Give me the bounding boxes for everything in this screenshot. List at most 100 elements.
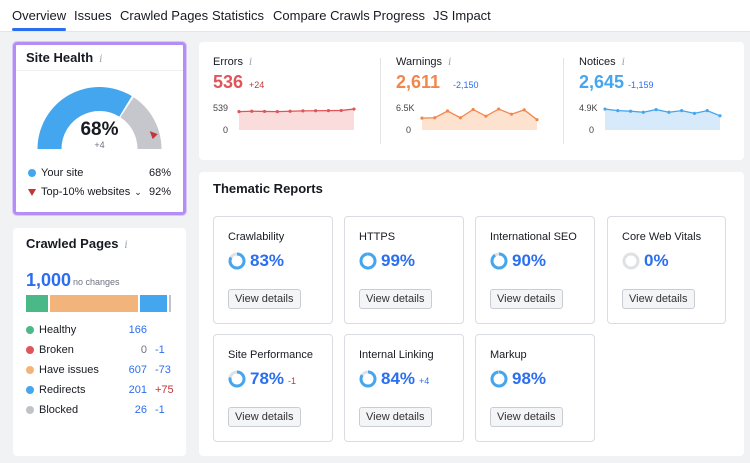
row-value[interactable]: 0 bbox=[140, 344, 147, 356]
report-score[interactable]: 83% bbox=[250, 251, 285, 270]
crawled-row-broken[interactable]: Broken 0 -1 bbox=[26, 344, 176, 356]
tab-statistics[interactable]: Statistics bbox=[212, 8, 265, 23]
notices-value[interactable]: 2,645 bbox=[579, 72, 625, 92]
report-score[interactable]: 84% +4 bbox=[381, 369, 430, 388]
sparkline-point[interactable] bbox=[301, 109, 305, 113]
thematic-report-core-web-vitals: Core Web Vitals 0% View details bbox=[607, 216, 726, 324]
sparkline-point[interactable] bbox=[445, 109, 450, 113]
view-details-button[interactable]: View details bbox=[622, 289, 695, 309]
sparkline-point[interactable] bbox=[497, 107, 501, 111]
sparkline-point[interactable] bbox=[705, 109, 709, 113]
sparkline-point[interactable] bbox=[339, 108, 343, 113]
sparkline-point[interactable] bbox=[603, 107, 607, 111]
report-score[interactable]: 90% bbox=[512, 251, 547, 270]
info-icon[interactable]: i bbox=[99, 54, 103, 65]
stack-segment[interactable] bbox=[50, 295, 140, 312]
progress-ring-icon bbox=[228, 252, 246, 270]
legend-top10[interactable]: Top-10% websites ⌄ 92% bbox=[28, 186, 171, 198]
sparkline-point[interactable] bbox=[616, 109, 620, 113]
gauge-remaining-arc bbox=[120, 97, 162, 149]
errors-value[interactable]: 536 bbox=[213, 72, 244, 92]
stack-segment[interactable] bbox=[26, 295, 51, 312]
thematic-report-internal-linking: Internal Linking 84% +4 View details bbox=[344, 334, 464, 442]
tab-crawled-pages[interactable]: Crawled Pages bbox=[120, 8, 209, 23]
sparkline-point[interactable] bbox=[680, 109, 684, 113]
sparkline-point[interactable] bbox=[433, 116, 437, 120]
info-icon[interactable]: i bbox=[448, 57, 452, 68]
status-dot bbox=[26, 366, 34, 374]
sparkline-point[interactable] bbox=[692, 111, 697, 115]
report-score[interactable]: 78% -1 bbox=[250, 369, 297, 388]
report-label: Markup bbox=[490, 349, 527, 361]
sparkline-point[interactable] bbox=[522, 108, 526, 112]
view-details-button[interactable]: View details bbox=[490, 289, 563, 309]
top10-marker-icon bbox=[149, 131, 158, 140]
sparkline-min-label: 0 bbox=[223, 125, 228, 135]
sparkline-point[interactable] bbox=[654, 107, 658, 112]
status-dot bbox=[26, 346, 34, 354]
sparkline-point[interactable] bbox=[718, 114, 722, 118]
crawled-pages-count[interactable]: 1,000 bbox=[26, 270, 72, 290]
tab-issues[interactable]: Issues bbox=[74, 8, 112, 23]
sparkline-point[interactable] bbox=[237, 110, 241, 114]
sparkline-point[interactable] bbox=[458, 116, 462, 120]
crawled-row-blocked[interactable]: Blocked 26 -1 bbox=[26, 404, 176, 416]
view-details-button[interactable]: View details bbox=[228, 407, 301, 427]
report-score[interactable]: 0% bbox=[644, 251, 669, 270]
crawled-row-healthy[interactable]: Healthy 166 bbox=[26, 324, 176, 336]
site-health-title: Site Health i bbox=[26, 50, 103, 65]
view-details-button[interactable]: View details bbox=[490, 407, 563, 427]
row-label: Redirects bbox=[39, 384, 86, 396]
sparkline-point[interactable] bbox=[314, 109, 318, 113]
info-icon[interactable]: i bbox=[124, 240, 128, 251]
sparkline-point[interactable] bbox=[352, 107, 356, 111]
crawled-row-have-issues[interactable]: Have issues 607 -73 bbox=[26, 364, 176, 376]
sparkline-point[interactable] bbox=[667, 110, 671, 114]
sparkline-max-label: 539 bbox=[213, 103, 228, 113]
view-details-button[interactable]: View details bbox=[228, 289, 301, 309]
sparkline-max-label: 4.9K bbox=[579, 103, 598, 113]
report-score[interactable]: 98% bbox=[512, 369, 547, 388]
sparkline-point[interactable] bbox=[641, 110, 645, 114]
row-value[interactable]: 26 bbox=[134, 404, 147, 416]
tab-compare-crawls[interactable]: Compare Crawls bbox=[273, 8, 370, 23]
sparkline-point[interactable] bbox=[535, 118, 539, 122]
tab-js-impact[interactable]: JS Impact bbox=[433, 8, 491, 23]
row-change: -1 bbox=[155, 404, 165, 416]
row-value[interactable]: 166 bbox=[128, 324, 147, 336]
sparkline-point[interactable] bbox=[420, 116, 424, 120]
info-icon[interactable]: i bbox=[621, 57, 625, 68]
stack-segment[interactable] bbox=[169, 295, 173, 312]
progress-ring-icon bbox=[622, 252, 640, 270]
tab-overview[interactable]: Overview bbox=[12, 8, 67, 31]
report-label: Internal Linking bbox=[359, 349, 434, 361]
errors-sparkline: 539 0 bbox=[213, 103, 356, 135]
sparkline-point[interactable] bbox=[484, 114, 488, 118]
view-details-button[interactable]: View details bbox=[359, 289, 432, 309]
crawled-row-redirects[interactable]: Redirects 201 +75 bbox=[26, 384, 176, 396]
sparkline-point[interactable] bbox=[471, 107, 475, 112]
row-value[interactable]: 201 bbox=[128, 384, 147, 396]
sparkline-point[interactable] bbox=[275, 110, 279, 114]
tab-progress[interactable]: Progress bbox=[373, 8, 426, 23]
row-value[interactable]: 607 bbox=[128, 364, 147, 376]
site-health-percent: 68% bbox=[80, 119, 119, 140]
sparkline-point[interactable] bbox=[628, 109, 633, 113]
info-icon[interactable]: i bbox=[248, 57, 253, 68]
sparkline-point[interactable] bbox=[250, 109, 254, 113]
view-details-button[interactable]: View details bbox=[359, 407, 432, 427]
stack-segment[interactable] bbox=[139, 295, 170, 312]
sparkline-point[interactable] bbox=[509, 112, 514, 116]
sparkline-area bbox=[239, 109, 354, 130]
notices-label: Notices i bbox=[579, 56, 625, 68]
sparkline-point[interactable] bbox=[326, 109, 331, 113]
notices-delta: -1,159 bbox=[628, 80, 654, 90]
report-score[interactable]: 99% bbox=[381, 251, 416, 270]
sparkline-min-label: 0 bbox=[406, 125, 411, 135]
top10-marker-icon bbox=[28, 188, 36, 196]
chevron-down-icon[interactable]: ⌄ bbox=[134, 186, 142, 197]
warnings-value[interactable]: 2,611 bbox=[396, 72, 441, 92]
progress-ring-icon bbox=[359, 252, 377, 270]
sparkline-point[interactable] bbox=[262, 109, 267, 114]
sparkline-point[interactable] bbox=[288, 109, 292, 113]
